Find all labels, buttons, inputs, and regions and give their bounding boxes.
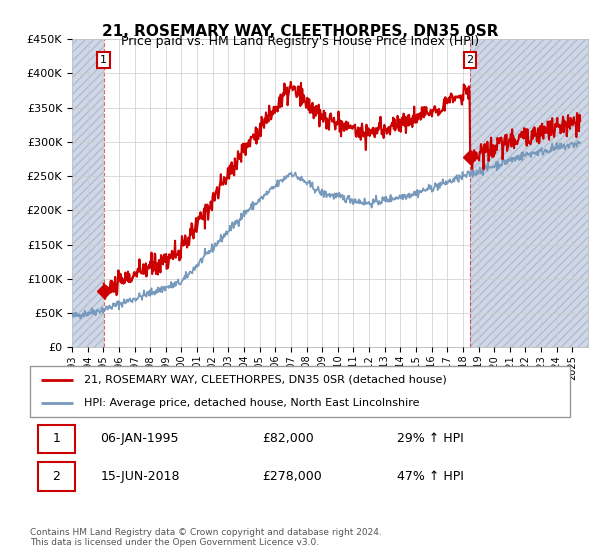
Text: 47% ↑ HPI: 47% ↑ HPI	[397, 470, 464, 483]
Text: £82,000: £82,000	[262, 432, 314, 445]
Text: 1: 1	[53, 432, 61, 445]
Bar	[470, 39, 588, 347]
Text: HPI: Average price, detached house, North East Lincolnshire: HPI: Average price, detached house, Nort…	[84, 398, 419, 408]
Bar	[72, 39, 104, 347]
FancyBboxPatch shape	[38, 424, 75, 453]
Text: 06-JAN-1995: 06-JAN-1995	[100, 432, 179, 445]
Text: 21, ROSEMARY WAY, CLEETHORPES, DN35 0SR (detached house): 21, ROSEMARY WAY, CLEETHORPES, DN35 0SR …	[84, 375, 447, 385]
Text: 15-JUN-2018: 15-JUN-2018	[100, 470, 180, 483]
Text: 29% ↑ HPI: 29% ↑ HPI	[397, 432, 464, 445]
Text: 2: 2	[467, 55, 473, 65]
Text: 1: 1	[100, 55, 107, 65]
Text: 2: 2	[53, 470, 61, 483]
FancyBboxPatch shape	[30, 366, 570, 417]
Text: 21, ROSEMARY WAY, CLEETHORPES, DN35 0SR: 21, ROSEMARY WAY, CLEETHORPES, DN35 0SR	[102, 24, 498, 39]
Text: Contains HM Land Registry data © Crown copyright and database right 2024.
This d: Contains HM Land Registry data © Crown c…	[30, 528, 382, 547]
Text: £278,000: £278,000	[262, 470, 322, 483]
FancyBboxPatch shape	[38, 463, 75, 491]
Text: Price paid vs. HM Land Registry's House Price Index (HPI): Price paid vs. HM Land Registry's House …	[121, 35, 479, 48]
